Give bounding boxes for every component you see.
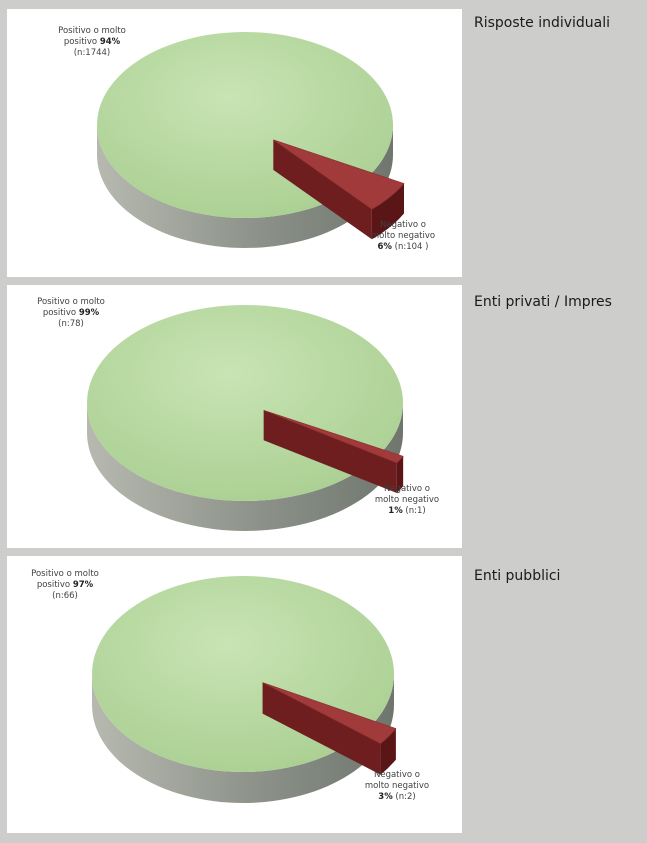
pie-side-wall	[97, 125, 393, 248]
pie-chart-svg	[87, 305, 404, 531]
section-title-individual: Risposte individuali	[474, 15, 611, 31]
slice-negative-side	[273, 139, 372, 240]
pie-panel-individual: Positivo o molto positivo 94% (n:1744) N…	[7, 9, 462, 277]
slice-negative	[262, 682, 397, 745]
slice-negative-outer	[371, 183, 404, 240]
pie-chart-svg	[92, 576, 397, 803]
pie-panel-private: Positivo o molto positivo 99% (n:78) Neg…	[7, 285, 462, 548]
slice-negative	[273, 139, 405, 210]
pie-chart-svg	[97, 32, 405, 248]
positive-label: Positivo o molto positivo 94% (n:1744)	[58, 26, 126, 58]
positive-label: Positivo o molto positivo 97% (n:66)	[31, 569, 99, 601]
section-title-private: Enti privati / Impres	[474, 294, 612, 310]
pie-side-wall	[87, 403, 403, 531]
negative-label: Negativo o molto negativo 1% (n:1)	[374, 484, 440, 516]
pie-side-wall	[92, 674, 394, 803]
pie-panel-public: Positivo o molto positivo 97% (n:66) Neg…	[7, 556, 462, 833]
slice-negative-side	[262, 682, 381, 775]
section-title-public: Enti pubblici	[474, 568, 561, 584]
slice-negative-side	[263, 410, 397, 493]
negative-label: Negativo o molto negativo 6% (n:104 )	[370, 220, 436, 252]
slice-negative-outer	[396, 456, 404, 493]
slice-negative	[263, 409, 404, 464]
slice-negative-outer	[380, 728, 396, 775]
negative-label: Negativo o molto negativo 3% (n:2)	[364, 770, 430, 802]
positive-label: Positivo o molto positivo 99% (n:78)	[37, 297, 105, 329]
